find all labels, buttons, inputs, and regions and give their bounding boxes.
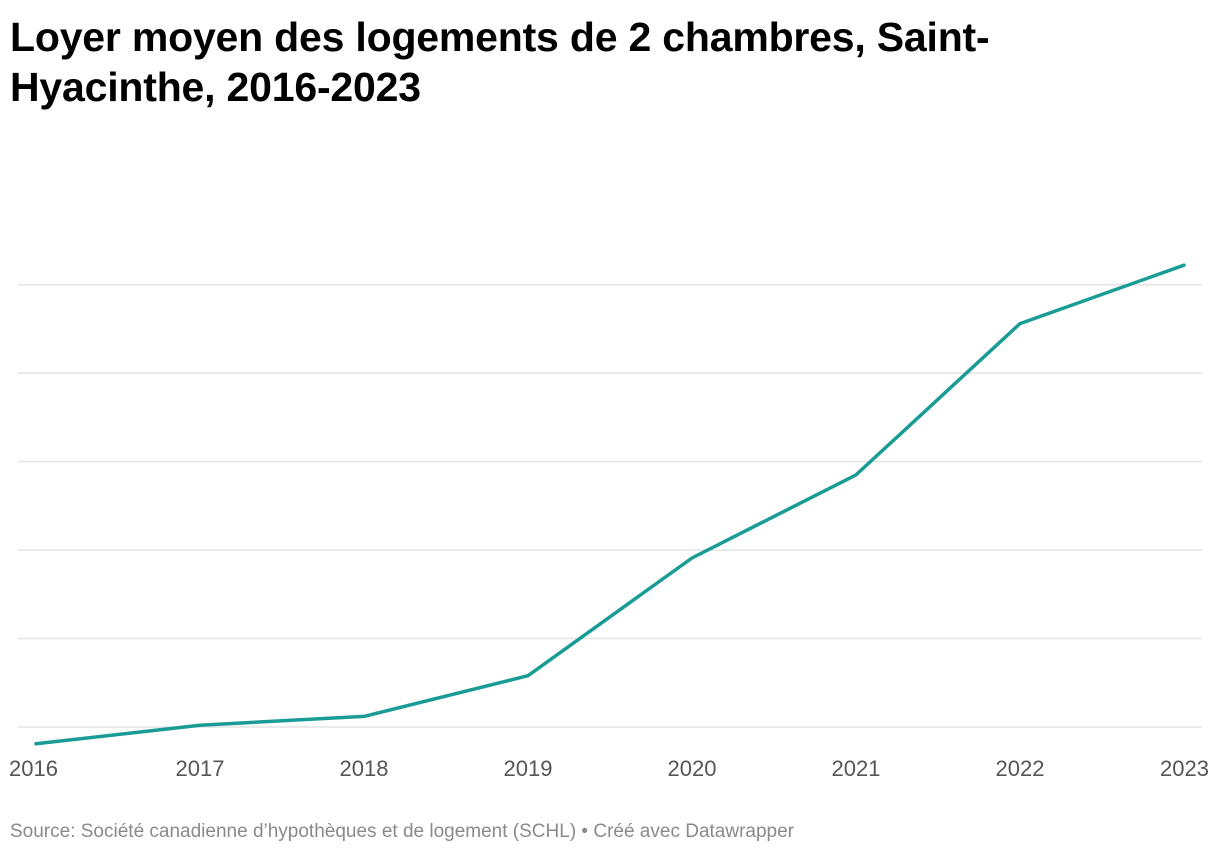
x-tick-label: 2018 bbox=[340, 756, 389, 781]
x-tick-label: 2023 bbox=[1160, 756, 1209, 781]
series-line bbox=[34, 263, 1186, 746]
series-layer bbox=[34, 263, 1186, 746]
x-tick-label: 2021 bbox=[832, 756, 881, 781]
x-tick-label: 2016 bbox=[9, 756, 58, 781]
x-tick-label: 2019 bbox=[504, 756, 553, 781]
x-tick-label: 2017 bbox=[176, 756, 225, 781]
gridlines bbox=[18, 283, 1202, 728]
x-tick-label: 2022 bbox=[996, 756, 1045, 781]
x-axis-ticks: 2016 2017 2018 2019 2020 2021 2022 2023 bbox=[9, 756, 1209, 781]
source-note: Source: Société canadienne d’hypothèques… bbox=[10, 821, 795, 842]
x-tick-label: 2020 bbox=[668, 756, 717, 781]
chart-title: Loyer moyen des logements de 2 chambres,… bbox=[10, 14, 990, 110]
